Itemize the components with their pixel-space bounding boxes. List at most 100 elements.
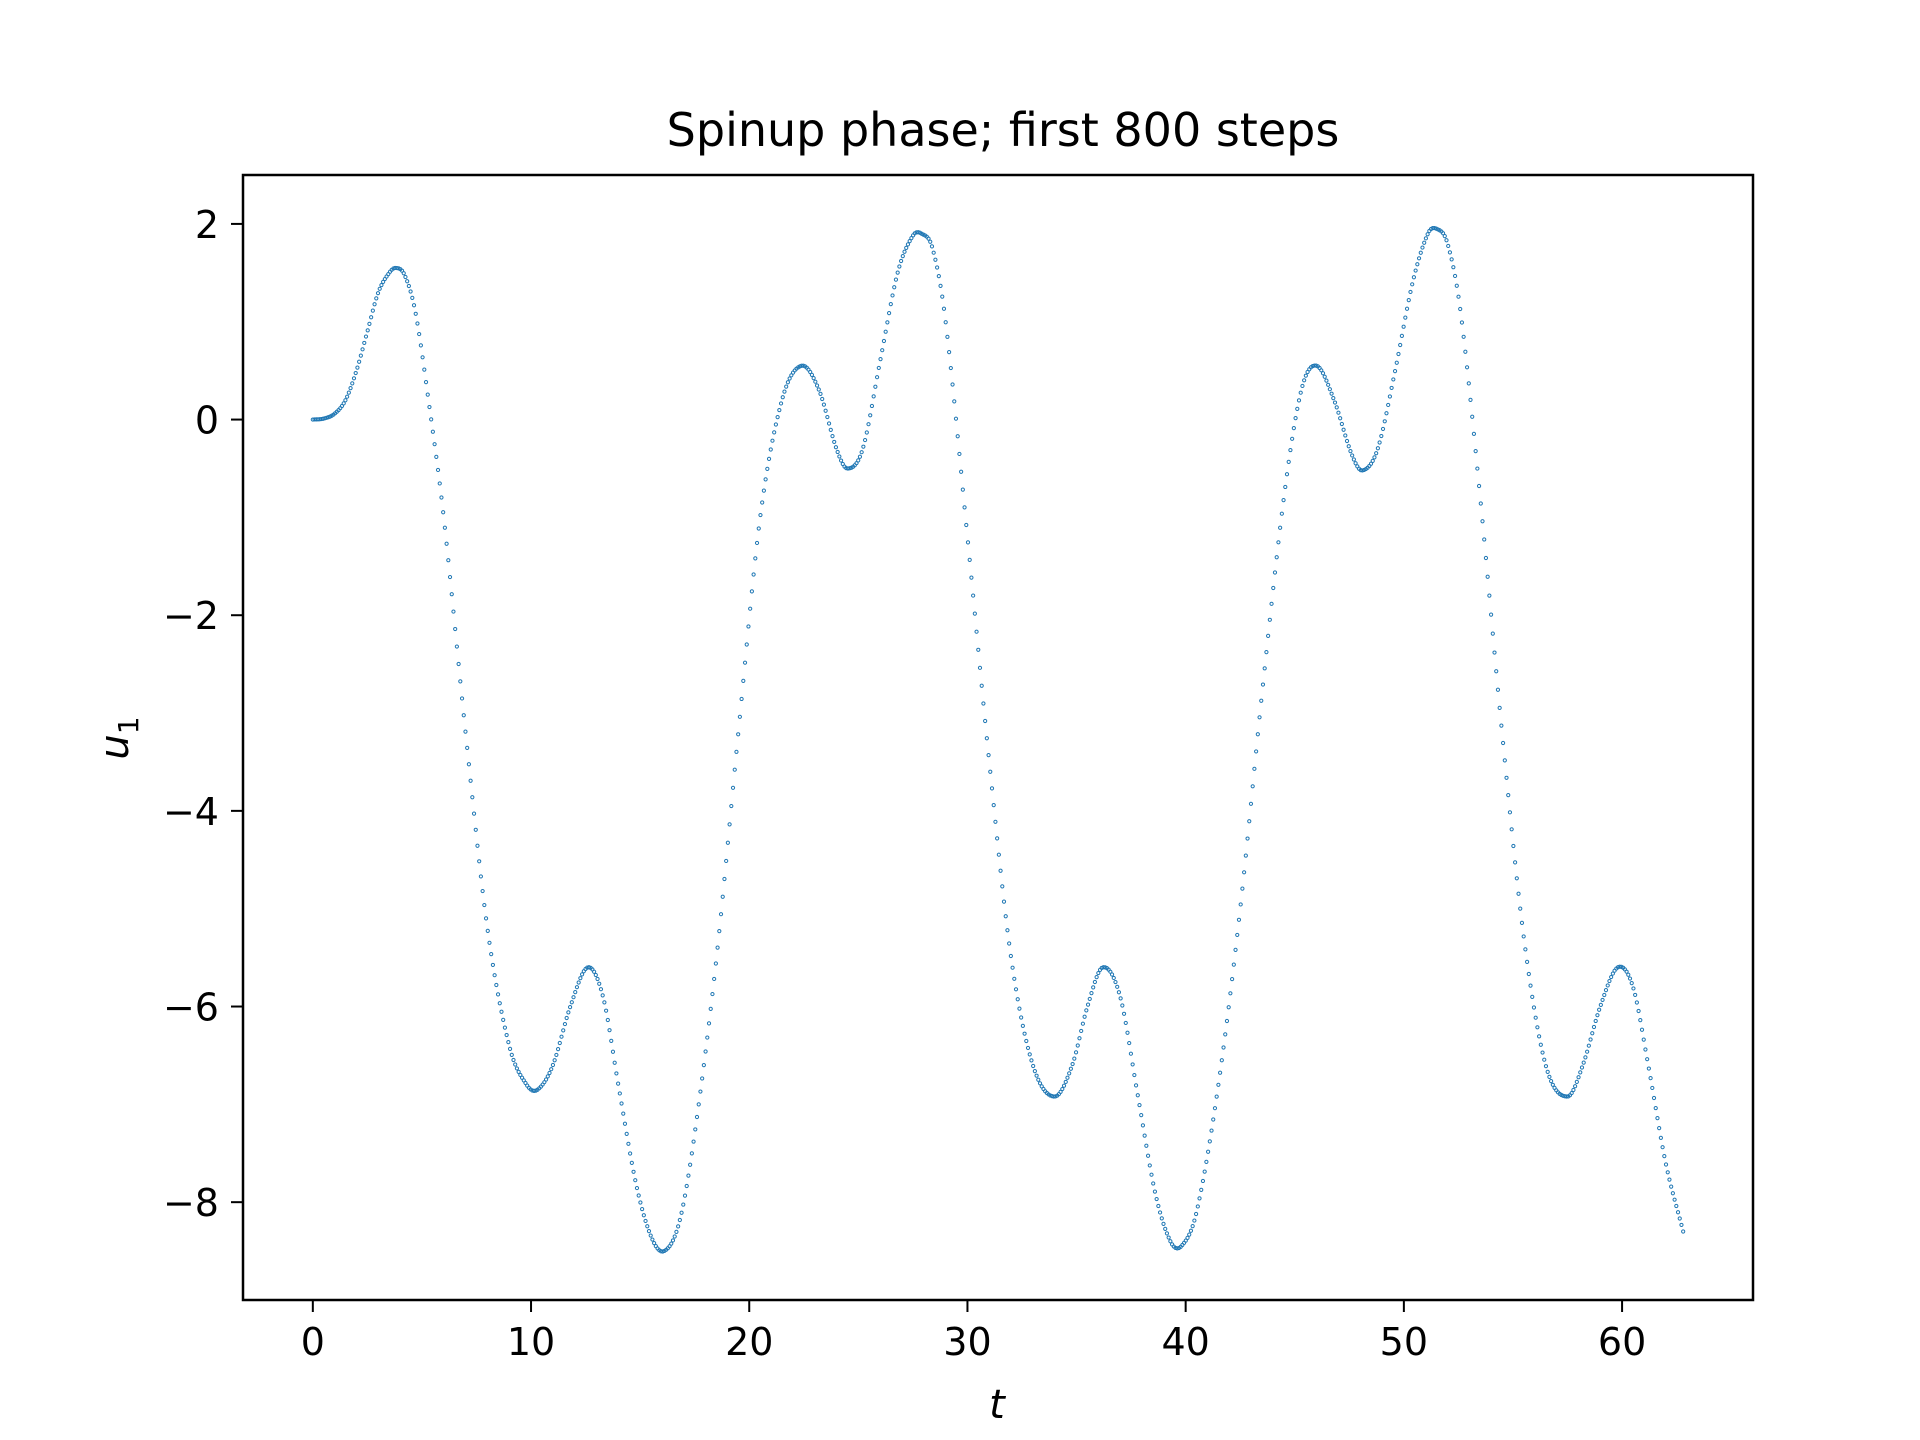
- data-point: [1636, 1008, 1641, 1014]
- data-point: [571, 995, 576, 1000]
- data-point: [341, 401, 346, 406]
- data-point: [1344, 438, 1350, 444]
- data-point: [732, 767, 737, 772]
- data-point: [1087, 996, 1092, 1002]
- data-point: [1585, 1049, 1590, 1054]
- data-point: [1200, 1178, 1206, 1184]
- data-point: [1600, 997, 1605, 1003]
- data-point: [1147, 1163, 1152, 1168]
- data-point: [598, 987, 604, 992]
- data-point: [1279, 511, 1284, 516]
- data-point: [1133, 1083, 1139, 1088]
- data-point: [787, 376, 792, 381]
- data-point: [974, 629, 979, 634]
- data-point: [1633, 992, 1638, 998]
- data-point: [1084, 1008, 1089, 1013]
- data-point: [753, 556, 758, 561]
- data-point: [1648, 1075, 1653, 1081]
- data-point: [895, 270, 900, 275]
- data-point: [715, 945, 720, 950]
- data-point: [417, 331, 422, 337]
- data-point: [415, 321, 420, 326]
- data-point: [1214, 1094, 1219, 1099]
- data-point: [494, 982, 499, 988]
- data-point: [988, 769, 993, 774]
- data-point: [435, 467, 441, 473]
- data-point: [835, 449, 840, 455]
- data-point: [1588, 1037, 1593, 1042]
- data-point: [1478, 501, 1483, 506]
- data-point: [1267, 617, 1272, 622]
- data-point: [1571, 1087, 1576, 1093]
- data-point: [1236, 917, 1242, 922]
- data-point: [885, 320, 890, 325]
- data-point: [703, 1049, 708, 1054]
- data-point: [684, 1183, 689, 1189]
- data-point: [567, 1005, 573, 1010]
- data-point: [578, 976, 583, 981]
- data-point: [962, 505, 967, 510]
- data-point: [619, 1101, 624, 1106]
- data-point: [760, 500, 765, 505]
- data-point: [830, 434, 835, 439]
- data-point: [734, 749, 739, 754]
- data-point: [446, 558, 451, 563]
- data-point: [782, 389, 787, 394]
- data-point: [693, 1127, 698, 1132]
- data-point: [1518, 906, 1523, 911]
- data-point: [1459, 320, 1465, 325]
- data-point: [646, 1229, 652, 1234]
- data-point: [504, 1032, 509, 1038]
- data-point: [367, 321, 372, 327]
- data-point: [1061, 1083, 1067, 1088]
- data-point: [447, 574, 453, 580]
- data-point: [1326, 382, 1331, 387]
- data-point: [490, 962, 496, 968]
- data-point: [742, 660, 748, 665]
- data-point: [461, 713, 466, 718]
- data-point: [640, 1206, 645, 1212]
- data-point: [1447, 250, 1453, 255]
- data-point: [1416, 256, 1422, 261]
- data-point: [345, 394, 350, 399]
- data-point: [456, 661, 461, 667]
- data-point: [1617, 964, 1622, 969]
- data-point: [1303, 373, 1308, 378]
- data-point: [1670, 1191, 1675, 1196]
- data-point: [1663, 1162, 1669, 1167]
- data-point: [866, 422, 871, 427]
- data-point: [363, 334, 369, 339]
- data-point: [549, 1067, 554, 1072]
- data-point: [1020, 1023, 1025, 1028]
- data-point: [883, 329, 888, 334]
- data-point: [1327, 387, 1332, 392]
- data-point: [1538, 1042, 1543, 1047]
- data-point: [1396, 351, 1401, 357]
- data-point: [545, 1074, 550, 1079]
- data-point: [597, 981, 602, 986]
- data-point: [706, 1021, 712, 1026]
- data-point: [444, 541, 449, 546]
- data-point: [370, 308, 375, 313]
- data-point: [463, 729, 468, 734]
- data-point: [1254, 749, 1259, 754]
- data-point: [1005, 928, 1010, 933]
- data-point: [1507, 810, 1513, 815]
- data-point: [1639, 1027, 1645, 1032]
- data-point: [1216, 1082, 1221, 1087]
- data-point: [1144, 1143, 1149, 1148]
- data-point: [957, 451, 962, 457]
- data-point: [1425, 232, 1430, 237]
- data-point: [1224, 1018, 1230, 1024]
- data-point: [1506, 793, 1511, 798]
- data-point: [1159, 1216, 1164, 1221]
- data-point: [353, 370, 358, 376]
- data-point: [700, 1076, 705, 1081]
- data-point: [1411, 275, 1417, 280]
- data-point: [1593, 1018, 1598, 1024]
- data-point: [1000, 884, 1005, 889]
- data-point: [1449, 257, 1454, 262]
- y-axis-label-subscript: 1: [112, 716, 145, 734]
- data-point: [1276, 540, 1281, 545]
- data-point: [823, 408, 828, 413]
